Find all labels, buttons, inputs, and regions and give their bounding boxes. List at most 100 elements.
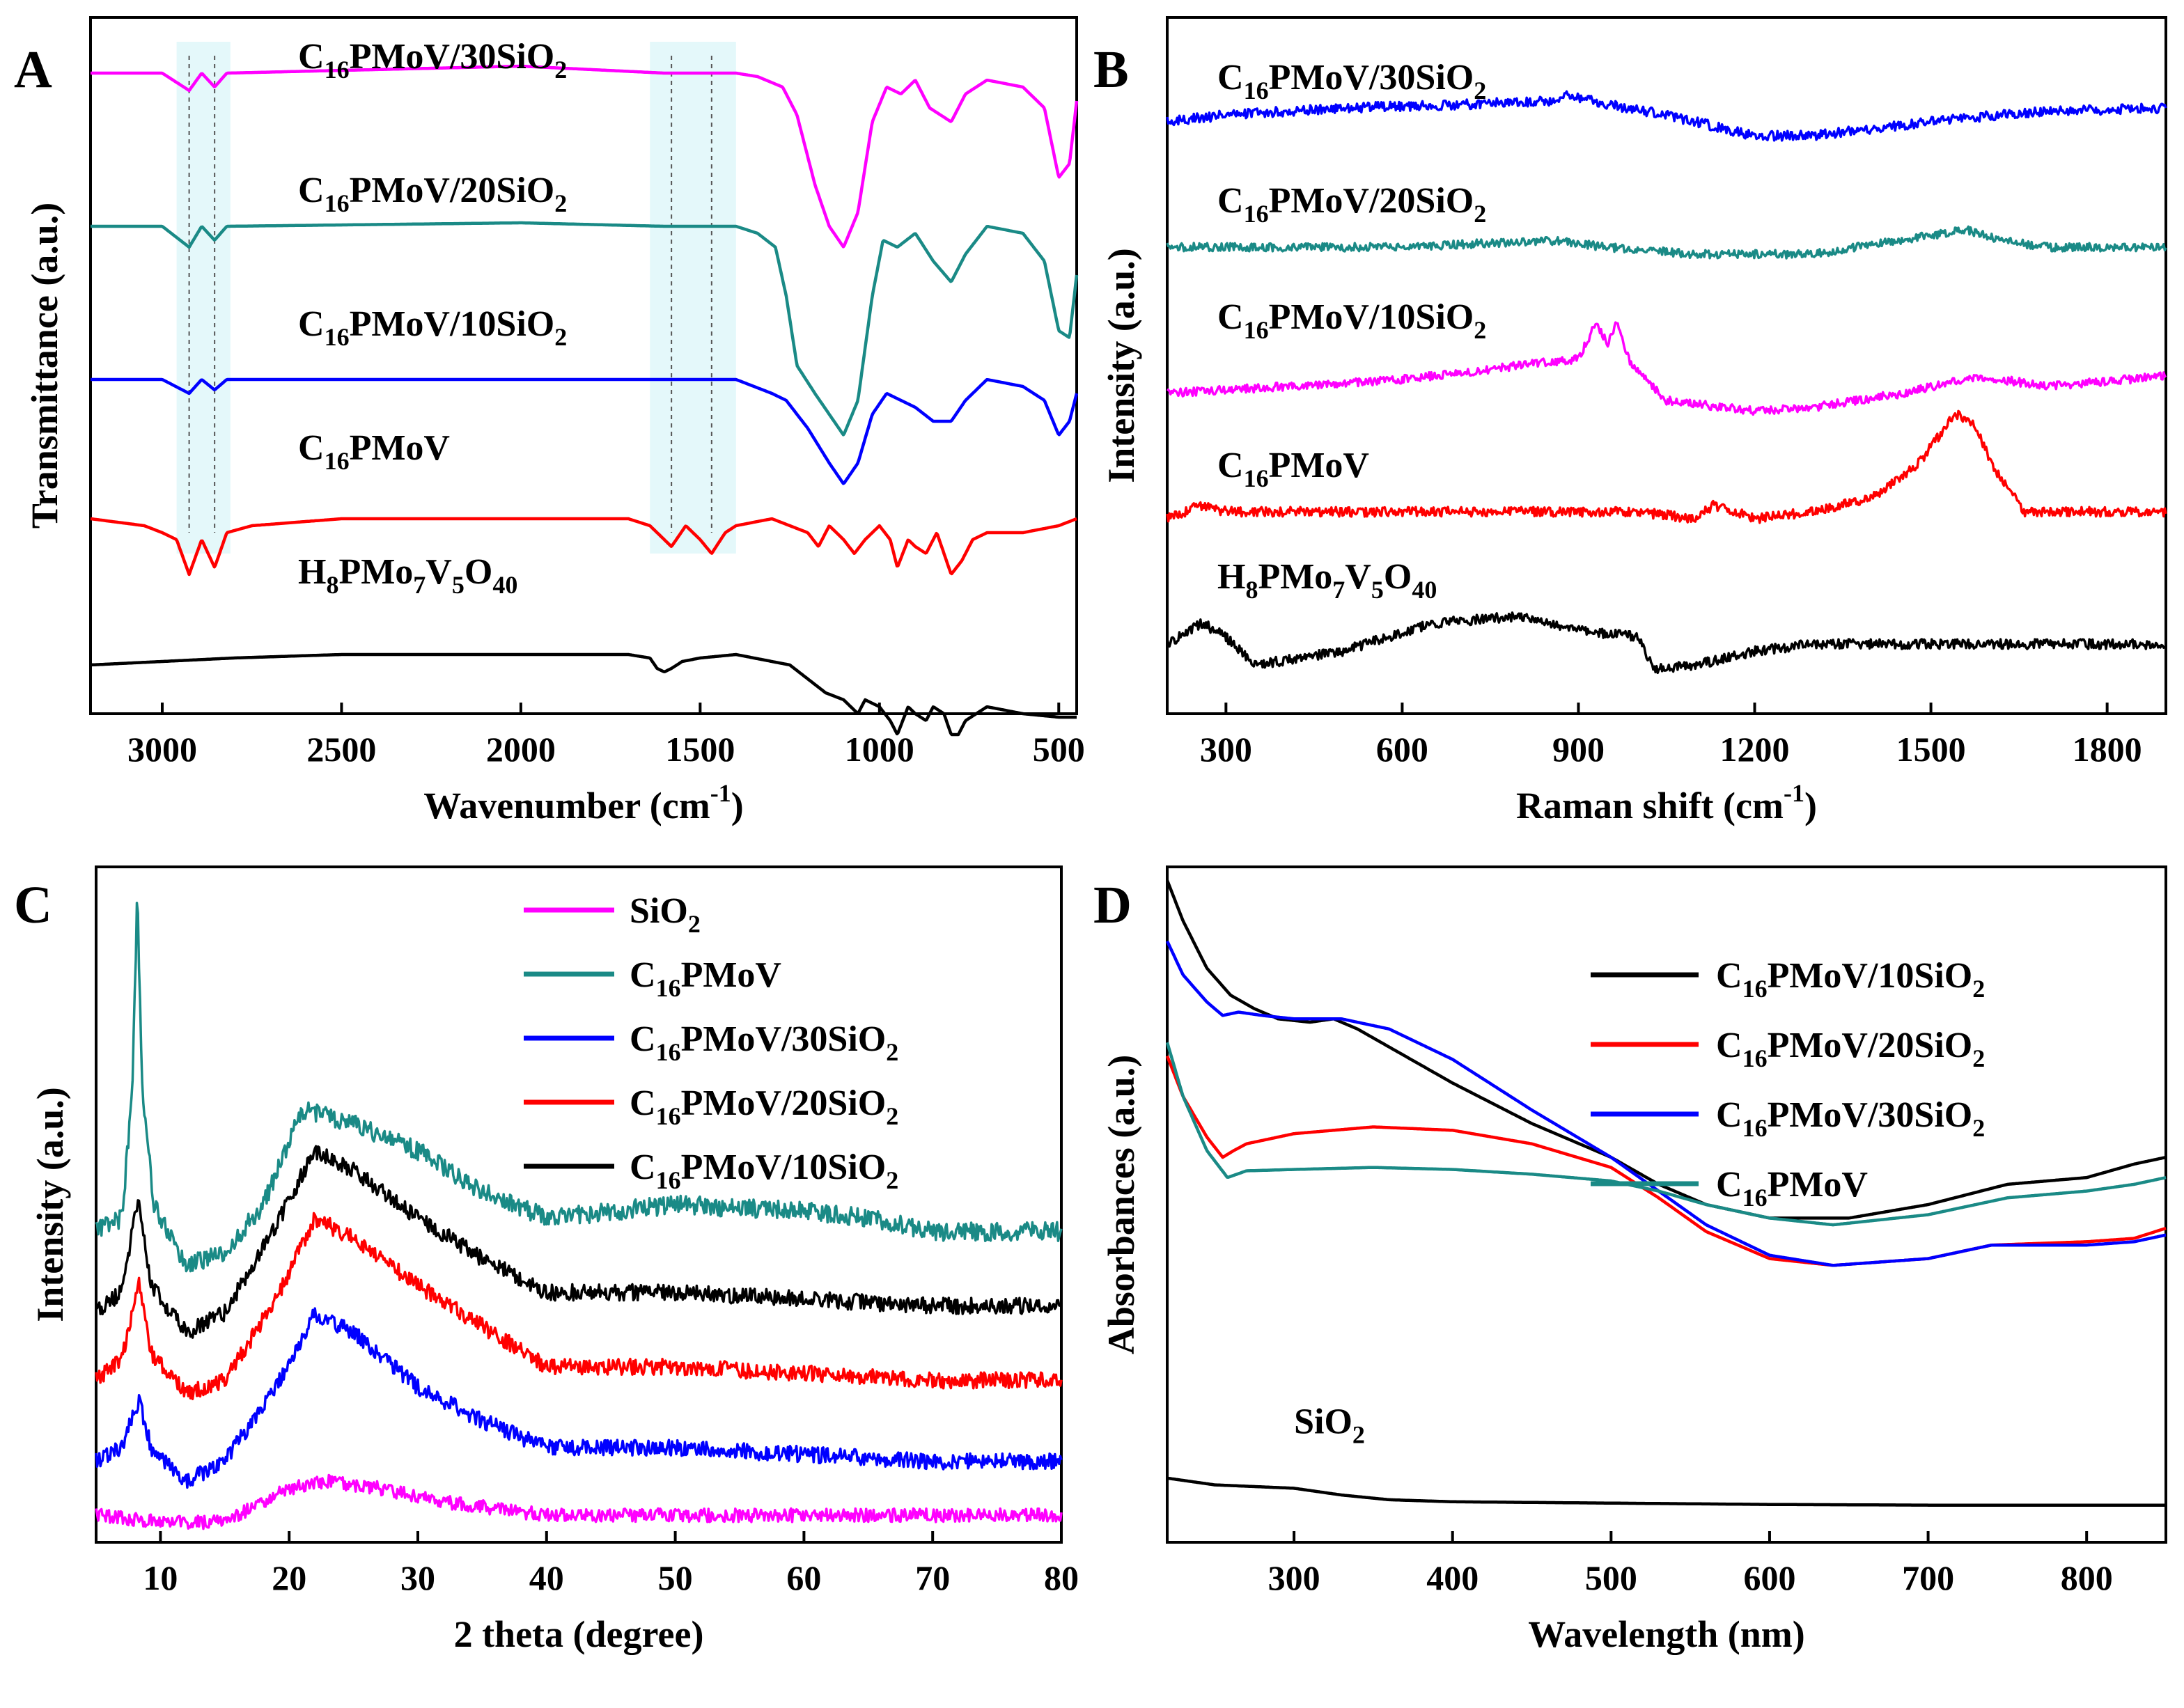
legend-entry-part: C — [630, 1019, 656, 1059]
series-line — [90, 64, 1079, 249]
series-line — [1167, 1476, 2167, 1507]
series-line — [1166, 225, 2167, 260]
legend-entry-part: 16 — [1742, 975, 1768, 1003]
y-axis-title: Intensity (a.u.) — [29, 1087, 71, 1322]
panel-A: 3000 2500 2000 1500 1000 500 Wavenumber (cm-1)… — [14, 16, 1085, 826]
series-label-part: 7 — [1332, 576, 1345, 604]
series-label-part: 5 — [1371, 576, 1384, 604]
legend-entry: C16PMoV/10SiO2 — [630, 1147, 898, 1194]
legend-entry-part: 16 — [656, 1166, 681, 1194]
series-line — [90, 377, 1079, 485]
legend-entry-part: SiO — [630, 891, 688, 931]
legend-entry-part: C — [630, 1083, 656, 1123]
series-line — [90, 652, 1077, 737]
legend-entry: C16PMoV — [630, 955, 781, 1002]
legend-entry-part: C — [1716, 1026, 1742, 1065]
x-axis-title: Raman shift (cm-1) — [1516, 779, 1817, 826]
legend-entry-part: 2 — [1972, 975, 1985, 1003]
legend-entry: C16PMoV/20SiO2 — [630, 1083, 898, 1130]
series-line — [1166, 409, 2167, 524]
series-label-part: 2 — [554, 56, 567, 84]
y-axis-title: Absorbances (a.u.) — [1100, 1055, 1142, 1355]
series-label-part: 16 — [325, 323, 350, 351]
x-axis-title-part: -1 — [710, 779, 731, 807]
x-axis-title-part: ) — [731, 785, 744, 826]
legend-entry-part: 16 — [1742, 1184, 1768, 1212]
highlight-band — [176, 42, 231, 554]
panel-B: 300 600 900 1200 1500 1800 Raman shift (cm-1) I… — [1093, 16, 2167, 826]
series-label-part: 8 — [1245, 576, 1258, 604]
series-label-part: 8 — [326, 571, 338, 599]
x-tick-label: 50 — [658, 1558, 693, 1597]
series-label-part: C — [1217, 446, 1244, 485]
x-axis-title-part: Wavenumber (cm — [423, 785, 710, 826]
series-label-part: PMoV/10SiO — [1269, 297, 1474, 337]
series-label-part: 16 — [1244, 200, 1269, 228]
y-axis-title-part: Intensity (a.u.) — [29, 1087, 71, 1322]
series-label-part: PMoV — [1269, 446, 1369, 485]
x-tick-label: 40 — [529, 1558, 564, 1597]
series-label-part: C — [1217, 181, 1244, 221]
x-tick-label: 2000 — [486, 730, 556, 769]
series-line — [95, 1307, 1063, 1489]
series-label-part: O — [1384, 557, 1412, 597]
annotation-label-part: 2 — [1352, 1421, 1365, 1449]
x-axis-title: Wavenumber (cm-1) — [423, 779, 743, 826]
series-label-part: PMoV/20SiO — [1269, 181, 1474, 221]
series-label-part: H — [1217, 557, 1245, 597]
series-label-part: 16 — [325, 56, 350, 84]
x-tick-label: 400 — [1426, 1558, 1479, 1597]
y-axis-title: Transmittance (a.u.) — [24, 203, 65, 528]
legend-entry-part: 2 — [886, 1102, 898, 1130]
plot-frame — [95, 865, 1063, 1544]
x-tick-label: 500 — [1033, 730, 1085, 769]
series-label-part: 2 — [1474, 77, 1486, 104]
legend-entry-part: 16 — [656, 1102, 681, 1130]
x-tick-label: 600 — [1743, 1558, 1795, 1597]
y-axis-title: Intensity (a.u.) — [1100, 248, 1142, 483]
series-label: H8PMo7V5O40 — [1217, 557, 1437, 604]
series-label-part: PMoV — [350, 428, 450, 468]
series-label: C16PMoV/20SiO2 — [298, 171, 567, 217]
x-tick-label: 1000 — [845, 730, 914, 769]
x-tick-label: 700 — [1902, 1558, 1954, 1597]
x-tick-label: 900 — [1552, 730, 1605, 769]
legend-entry: C16PMoV/30SiO2 — [630, 1019, 898, 1066]
series-label-part: C — [298, 171, 325, 210]
series-label-part: 16 — [325, 447, 350, 475]
legend-entry-part: 16 — [1742, 1114, 1768, 1142]
series-line — [95, 1473, 1063, 1530]
highlight-band — [650, 42, 736, 554]
x-tick-label: 1500 — [1896, 730, 1966, 769]
legend-entry-part: 2 — [1972, 1044, 1985, 1072]
x-tick-label: 10 — [143, 1558, 178, 1597]
series-label-part: 2 — [554, 189, 567, 217]
series-label: C16PMoV/20SiO2 — [1217, 181, 1486, 228]
panel-C: 10 20 30 40 50 60 70 80 2 theta (degree) Intensit… — [14, 865, 1079, 1655]
legend-entry-part: PMoV/10SiO — [1768, 956, 1973, 996]
panel-letter: D — [1093, 876, 1132, 934]
series-label: C16PMoV/30SiO2 — [298, 37, 567, 84]
annotation-label: SiO2 — [1294, 1402, 1365, 1449]
legend-entry: SiO2 — [630, 891, 701, 938]
series-label: C16PMoV/10SiO2 — [298, 304, 567, 351]
panel-letter: B — [1093, 40, 1129, 99]
legend-entry: C16PMoV/20SiO2 — [1716, 1026, 1985, 1072]
x-tick-label: 800 — [2061, 1558, 2113, 1597]
legend-entry-part: C — [630, 1147, 656, 1187]
x-tick-label: 600 — [1376, 730, 1428, 769]
legend-entry-part: C — [630, 955, 656, 995]
series-label-part: PMo — [1258, 557, 1332, 597]
series-label-part: 16 — [1244, 316, 1269, 344]
series-line — [1165, 1055, 2167, 1267]
plot-frame — [89, 16, 1078, 715]
x-axis-title-part: 2 theta (degree) — [454, 1613, 704, 1655]
x-tick-label: 1200 — [1720, 730, 1790, 769]
series-label-part: V — [426, 552, 452, 592]
legend-entry: C16PMoV — [1716, 1165, 1868, 1212]
panel-D: 300 400 500 600 700 800 Wavelength (nm) Absorba… — [1093, 865, 2167, 1655]
legend-entry-part: 2 — [688, 910, 701, 938]
x-tick-label: 2500 — [306, 730, 376, 769]
legend-entry-part: 2 — [886, 1038, 898, 1066]
series-line — [90, 517, 1077, 577]
